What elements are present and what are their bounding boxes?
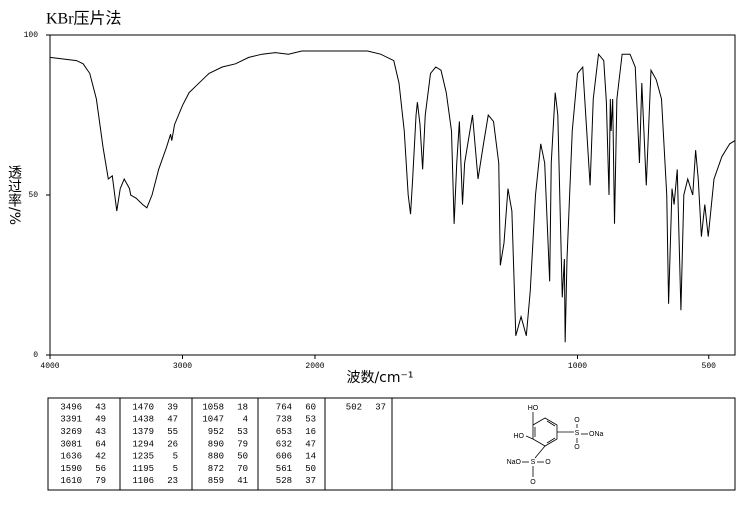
peak-transmittance: 26 — [167, 439, 178, 449]
peak-wavenumber: 859 — [208, 476, 224, 486]
peak-transmittance: 50 — [237, 452, 248, 462]
peak-transmittance: 47 — [305, 439, 316, 449]
peak-wavenumber: 952 — [208, 427, 224, 437]
x-tick-label: 3000 — [173, 362, 192, 371]
peak-wavenumber: 606 — [276, 452, 292, 462]
peak-wavenumber: 528 — [276, 476, 292, 486]
peak-wavenumber: 764 — [276, 402, 292, 412]
peak-wavenumber: 3269 — [60, 427, 82, 437]
peak-transmittance: 42 — [95, 452, 106, 462]
plot-frame — [49, 34, 736, 356]
peak-transmittance: 79 — [237, 439, 248, 449]
peak-wavenumber: 1235 — [132, 452, 154, 462]
peak-wavenumber: 1195 — [132, 464, 154, 474]
peak-wavenumber: 3496 — [60, 402, 82, 412]
peak-transmittance: 47 — [167, 415, 178, 425]
atom-label: O — [574, 444, 580, 451]
peak-wavenumber: 1106 — [132, 476, 154, 486]
peak-transmittance: 43 — [95, 402, 106, 412]
peak-transmittance: 53 — [237, 427, 248, 437]
peak-transmittance: 79 — [95, 476, 106, 486]
atom-label: O — [545, 459, 551, 466]
peak-wavenumber: 3391 — [60, 415, 82, 425]
peak-transmittance: 14 — [305, 452, 316, 462]
structure-bonds — [522, 412, 588, 477]
peak-transmittance: 60 — [305, 402, 316, 412]
peak-transmittance: 37 — [305, 476, 316, 486]
peak-transmittance: 70 — [237, 464, 248, 474]
peak-transmittance: 56 — [95, 464, 106, 474]
x-tick-label: 500 — [702, 362, 717, 371]
y-axis-label: 透过率/% — [6, 165, 22, 225]
atom-label: HO — [528, 405, 539, 412]
atom-label: O — [574, 417, 580, 424]
peak-wavenumber: 1379 — [132, 427, 154, 437]
y-tick-label: 100 — [24, 31, 39, 40]
peak-wavenumber: 1294 — [132, 439, 154, 449]
peak-wavenumber: 872 — [208, 464, 224, 474]
atom-label: HO — [514, 433, 525, 440]
peak-transmittance: 55 — [167, 427, 178, 437]
x-tick-label: 2000 — [305, 362, 324, 371]
peak-wavenumber: 1610 — [60, 476, 82, 486]
peak-transmittance: 41 — [237, 476, 248, 486]
chart-title: KBr压片法 — [46, 10, 122, 28]
peak-transmittance: 49 — [95, 415, 106, 425]
x-tick-label: 4000 — [40, 362, 59, 371]
atom-label: S — [575, 430, 580, 437]
peak-transmittance: 50 — [305, 464, 316, 474]
peak-wavenumber: 1590 — [60, 464, 82, 474]
atom-label: S — [531, 459, 536, 466]
peak-wavenumber: 502 — [346, 402, 362, 412]
peak-wavenumber: 1047 — [202, 415, 224, 425]
peak-wavenumber: 880 — [208, 452, 224, 462]
x-axis-label: 波数/cm⁻¹ — [346, 370, 413, 386]
peak-transmittance: 4 — [243, 415, 248, 425]
peak-transmittance: 5 — [173, 452, 178, 462]
spectrum-line — [49, 50, 736, 343]
peak-transmittance: 37 — [375, 402, 386, 412]
atom-label: O — [530, 479, 536, 486]
peak-wavenumber: 890 — [208, 439, 224, 449]
x-tick-label: 1000 — [568, 362, 587, 371]
peak-transmittance: 16 — [305, 427, 316, 437]
peak-transmittance: 53 — [305, 415, 316, 425]
peak-wavenumber: 1470 — [132, 402, 154, 412]
y-tick-label: 0 — [33, 351, 38, 360]
peak-wavenumber: 653 — [276, 427, 292, 437]
peak-transmittance: 64 — [95, 439, 106, 449]
table-dividers — [119, 398, 393, 490]
peak-wavenumber: 3081 — [60, 439, 82, 449]
peak-wavenumber: 738 — [276, 415, 292, 425]
peak-transmittance: 23 — [167, 476, 178, 486]
peak-transmittance: 39 — [167, 402, 178, 412]
peak-wavenumber: 632 — [276, 439, 292, 449]
peak-transmittance: 5 — [173, 464, 178, 474]
peak-wavenumber: 1438 — [132, 415, 154, 425]
atom-label: ONa — [589, 431, 604, 438]
peak-wavenumber: 1636 — [60, 452, 82, 462]
peak-transmittance: 43 — [95, 427, 106, 437]
atom-label: NaO — [507, 459, 522, 466]
y-tick-label: 50 — [28, 191, 38, 200]
peak-transmittance: 18 — [237, 402, 248, 412]
peak-wavenumber: 1058 — [202, 402, 224, 412]
peak-wavenumber: 561 — [276, 464, 292, 474]
